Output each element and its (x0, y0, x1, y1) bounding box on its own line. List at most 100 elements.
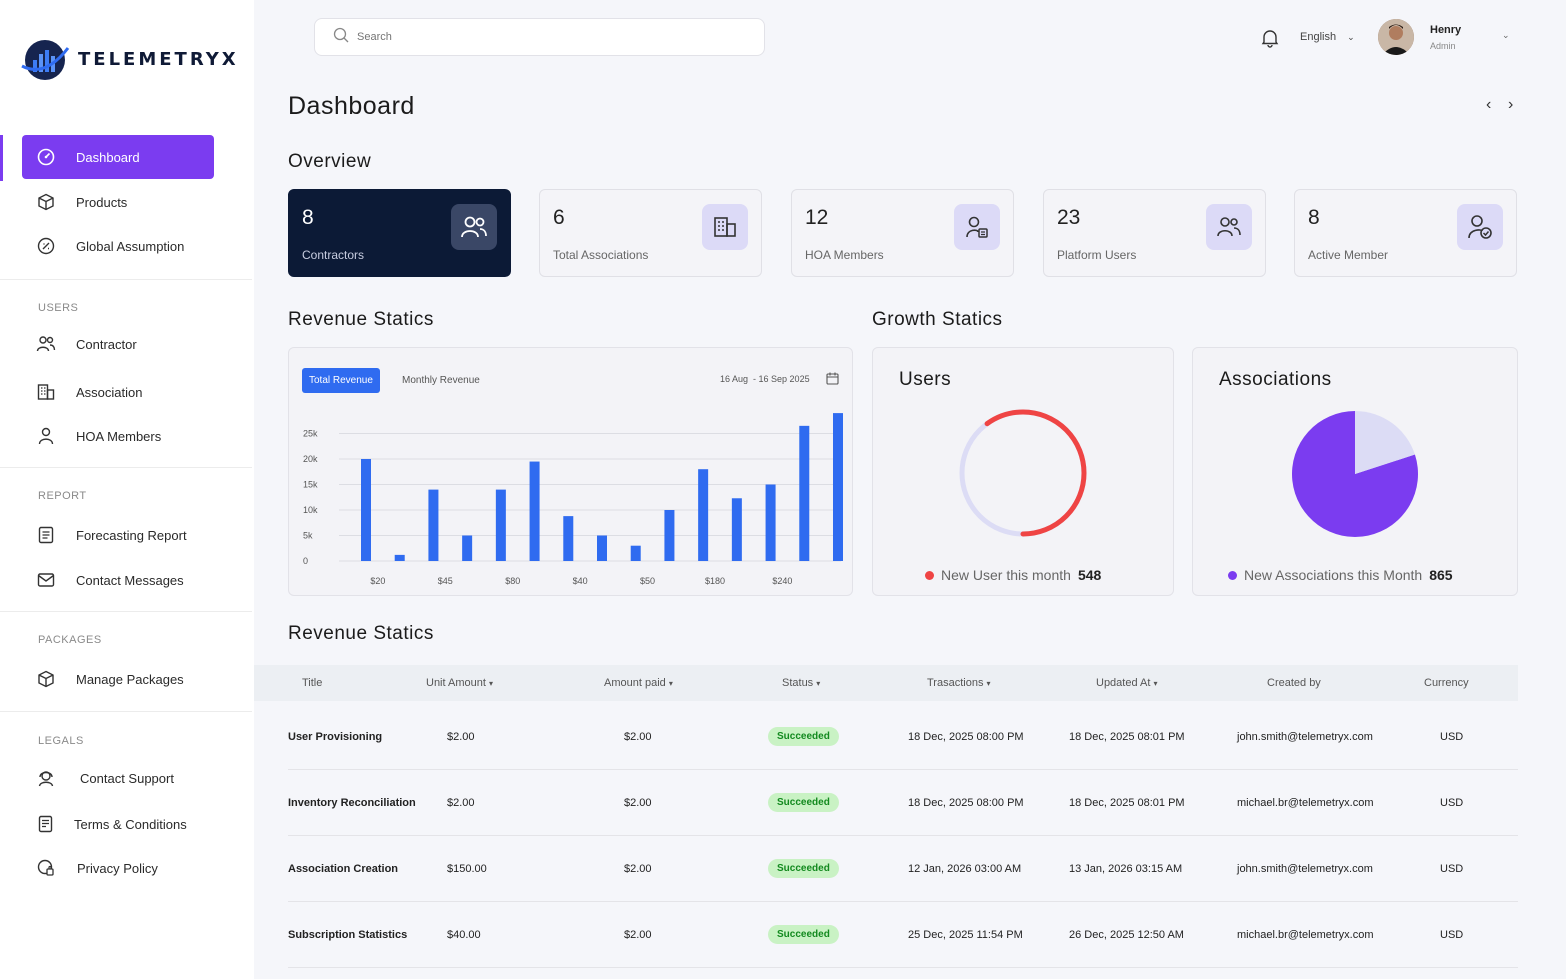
bar (731, 498, 742, 561)
y-tick-label: 25k (303, 429, 318, 439)
bar (698, 469, 709, 561)
revenue-title: Revenue Statics (288, 309, 434, 330)
table-row[interactable]: Subscription Statistics $40.00 $2.00 Suc… (288, 902, 1518, 968)
table-title: Revenue Statics (288, 623, 434, 644)
building-icon (36, 382, 56, 402)
status-badge: Succeeded (768, 793, 839, 812)
sidebar-item-privacy-policy[interactable]: Privacy Policy (22, 846, 214, 890)
sidebar-item-association[interactable]: Association (22, 370, 214, 414)
cell-amount-paid: $2.00 (624, 863, 652, 875)
sidebar-item-contractor[interactable]: Contractor (22, 322, 214, 366)
users-legend: New User this month 548 (925, 567, 1101, 583)
calendar-icon[interactable] (826, 372, 839, 390)
cell-updated-at: 18 Dec, 2025 08:01 PM (1069, 731, 1185, 743)
bar (799, 425, 810, 561)
brand-logo[interactable]: TELEMETRYX (20, 36, 239, 82)
col-transactions[interactable]: Trasactions ▾ (927, 677, 991, 689)
user-name: Henry (1430, 24, 1462, 36)
sidebar-item-dashboard[interactable]: Dashboard (22, 135, 214, 179)
settings-icon (36, 236, 56, 256)
pie-slice (1355, 411, 1415, 474)
chevron-down-icon: ⌄ (1347, 32, 1355, 42)
user-role: Admin (1430, 41, 1456, 51)
sidebar-item-contact-messages[interactable]: Contact Messages (22, 558, 214, 602)
tab-total-revenue[interactable]: Total Revenue (302, 368, 380, 393)
sidebar-item-label: Privacy Policy (77, 860, 158, 876)
bar (495, 489, 506, 561)
active-indicator (0, 135, 3, 181)
stat-card-active-member[interactable]: 8 Active Member (1294, 189, 1517, 277)
user-card-icon (954, 204, 1000, 250)
cell-unit-amount: $150.00 (447, 863, 487, 875)
chevron-right-icon[interactable]: › (1508, 96, 1514, 113)
sidebar-item-products[interactable]: Products (22, 180, 214, 224)
col-updated-at[interactable]: Updated At ▾ (1096, 677, 1158, 689)
stat-label: Contractors (302, 248, 365, 262)
sidebar-item-label: Dashboard (76, 149, 140, 165)
cell-transactions: 18 Dec, 2025 08:00 PM (908, 797, 1024, 809)
gauge-icon (36, 147, 56, 167)
col-status[interactable]: Status ▾ (782, 677, 820, 689)
stat-card-hoa-members[interactable]: 12 HOA Members (791, 189, 1014, 277)
table-row[interactable]: User Provisioning $2.00 $2.00 Succeeded … (288, 704, 1518, 770)
table-row[interactable]: Association Creation $150.00 $2.00 Succe… (288, 836, 1518, 902)
x-tick-label: $50 (640, 576, 655, 586)
package-icon (36, 669, 56, 689)
sidebar-item-label: Global Assumption (76, 238, 185, 254)
section-label-legals: LEGALS (38, 735, 84, 747)
cell-unit-amount: $2.00 (447, 731, 475, 743)
table-row[interactable]: Inventory Reconciliation $2.00 $2.00 Suc… (288, 770, 1518, 836)
sidebar-item-contact-support[interactable]: Contact Support (22, 756, 214, 800)
cell-amount-paid: $2.00 (624, 797, 652, 809)
stat-label: Active Member (1308, 248, 1389, 262)
search-icon (333, 27, 349, 48)
associations-pie-chart (1292, 411, 1418, 537)
bar (529, 461, 540, 561)
section-label-users: USERS (38, 302, 79, 314)
stat-card-total-associations[interactable]: 6 Total Associations (539, 189, 762, 277)
sidebar-item-forecasting-report[interactable]: Forecasting Report (22, 513, 214, 557)
col-currency: Currency (1424, 677, 1469, 689)
col-label: Unit Amount (426, 677, 486, 689)
caret-down-icon: ▾ (668, 679, 673, 688)
user-check-icon (1457, 204, 1503, 250)
user-icon (36, 426, 56, 446)
date-range[interactable]: 16 Aug - 16 Sep 2025 (720, 374, 810, 384)
y-tick-label: 0 (303, 556, 308, 566)
search-box (314, 18, 765, 56)
revenue-bar-chart: 0 5k 10k 15k 20k 25k $20 $45 $80 $40 $50 $180 $240 (303, 413, 843, 586)
status-badge: Succeeded (768, 859, 839, 878)
stat-card-platform-users[interactable]: 23 Platform Users (1043, 189, 1266, 277)
stat-card-contractors[interactable]: 8 Contractors (288, 189, 511, 277)
sidebar-item-hoa-members[interactable]: HOA Members (22, 414, 214, 458)
sidebar-item-manage-packages[interactable]: Manage Packages (22, 657, 214, 701)
divider (0, 467, 252, 468)
col-unit-amount[interactable]: Unit Amount ▾ (426, 677, 493, 689)
legend-value: 548 (1077, 567, 1102, 583)
col-amount-paid[interactable]: Amount paid ▾ (604, 677, 673, 689)
bell-icon[interactable] (1260, 28, 1280, 53)
cell-created-by: john.smith@telemetryx.com (1237, 731, 1373, 743)
associations-chart-title: Associations (1219, 369, 1332, 390)
legend-label: New User this month (941, 567, 1071, 583)
users-growth-panel: Users New User this month 548 (872, 347, 1174, 596)
cell-updated-at: 13 Jan, 2026 03:15 AM (1069, 863, 1183, 875)
document-icon (36, 814, 56, 834)
user-menu-chevron-icon[interactable]: ⌄ (1502, 30, 1510, 40)
sidebar-item-global-assumption[interactable]: Global Assumption (22, 224, 214, 268)
top-bar: English ⌄ Henry Admin ⌄ (254, 0, 1566, 76)
table-header: Title Unit Amount ▾ Amount paid ▾ Status… (254, 665, 1518, 701)
col-label: Status (782, 677, 814, 689)
bar (462, 535, 473, 561)
status-badge: Succeeded (768, 727, 839, 746)
y-tick-label: 10k (303, 505, 318, 515)
sidebar-item-label: Manage Packages (76, 671, 184, 687)
bar (597, 535, 607, 561)
sidebar-item-terms-conditions[interactable]: Terms & Conditions (22, 802, 214, 846)
avatar[interactable] (1378, 19, 1414, 55)
tab-monthly-revenue[interactable]: Monthly Revenue (402, 375, 480, 386)
language-selector[interactable]: English ⌄ (1300, 31, 1355, 43)
caret-down-icon: ▾ (986, 679, 991, 688)
search-input[interactable] (357, 31, 737, 43)
chevron-left-icon[interactable]: ‹ (1486, 96, 1492, 113)
